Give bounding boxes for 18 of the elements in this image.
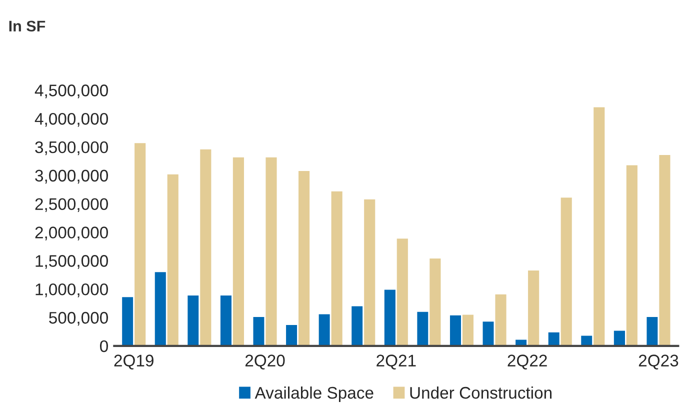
y-tick-label: 3,500,000: [35, 141, 108, 156]
y-tick-label: 1,000,000: [36, 283, 108, 298]
x-tick-label: 2Q21: [376, 354, 416, 370]
y-tick-label: 500,000: [49, 312, 108, 326]
y-tick-label: 0: [100, 340, 108, 352]
y-tick-label: 3,000,000: [35, 170, 108, 184]
y-tick-label: 2,000,000: [35, 226, 108, 240]
y-tick-label: 4,500,000: [34, 84, 108, 98]
y-tick-label: 1,500,000: [36, 255, 108, 269]
y-tick-label: 2,500,000: [35, 198, 108, 212]
y-tick-label: 4,000,000: [34, 112, 108, 127]
x-tick-label: 2Q23: [638, 354, 678, 370]
x-tick-label: 2Q22: [508, 354, 547, 370]
legend-label: Available Space: [254, 386, 374, 402]
x-tick-label: 2Q19: [114, 354, 154, 370]
legend-label: Under Construction: [410, 386, 552, 399]
x-tick-label: 2Q20: [245, 354, 285, 370]
chart-title: In SF: [9, 20, 46, 32]
